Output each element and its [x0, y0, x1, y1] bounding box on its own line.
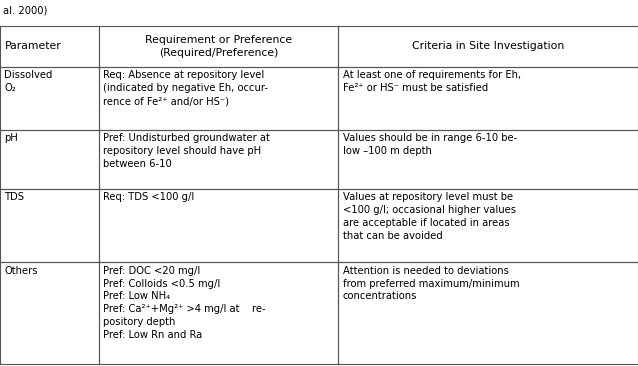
Bar: [0, 188, 99, 262]
Bar: [0, 67, 99, 130]
Text: Req: Absence at repository level
(indicated by negative Eh, occur-
rence of Fe²⁺: Req: Absence at repository level (indica…: [103, 71, 269, 106]
Bar: [0, 130, 99, 188]
Bar: [99, 67, 338, 130]
Bar: [99, 262, 338, 364]
Text: Attention is needed to deviations
from preferred maximum/minimum
concentrations: Attention is needed to deviations from p…: [343, 266, 519, 301]
Text: Parameter: Parameter: [4, 41, 61, 51]
Text: pH: pH: [4, 133, 19, 143]
Bar: [338, 67, 638, 130]
Text: TDS: TDS: [4, 192, 24, 202]
Text: al. 2000): al. 2000): [3, 5, 48, 15]
Bar: [99, 188, 338, 262]
Bar: [99, 26, 338, 67]
Text: Criteria in Site Investigation: Criteria in Site Investigation: [412, 41, 564, 51]
Text: Values should be in range 6-10 be-
low –100 m depth: Values should be in range 6-10 be- low –…: [343, 133, 517, 156]
Bar: [99, 130, 338, 188]
Text: Others: Others: [4, 266, 38, 276]
Text: At least one of requirements for Eh,
Fe²⁺ or HS⁻ must be satisfied: At least one of requirements for Eh, Fe²…: [343, 71, 521, 93]
Text: Dissolved
O₂: Dissolved O₂: [4, 71, 53, 93]
Text: Req: TDS <100 g/l: Req: TDS <100 g/l: [103, 192, 195, 202]
Text: Values at repository level must be
<100 g/l; occasional higher values
are accept: Values at repository level must be <100 …: [343, 192, 516, 241]
Bar: [0, 26, 99, 67]
Text: Pref: Undisturbed groundwater at
repository level should have pH
between 6-10: Pref: Undisturbed groundwater at reposit…: [103, 133, 271, 169]
Bar: [338, 130, 638, 188]
Bar: [338, 262, 638, 364]
Bar: [338, 188, 638, 262]
Bar: [338, 26, 638, 67]
Text: Pref: DOC <20 mg/l
Pref: Colloids <0.5 mg/l
Pref: Low NH₄
Pref: Ca²⁺+Mg²⁺ >4 mg/: Pref: DOC <20 mg/l Pref: Colloids <0.5 m…: [103, 266, 266, 340]
Bar: [0, 262, 99, 364]
Text: Requirement or Preference
(Required/Preference): Requirement or Preference (Required/Pref…: [145, 35, 292, 57]
